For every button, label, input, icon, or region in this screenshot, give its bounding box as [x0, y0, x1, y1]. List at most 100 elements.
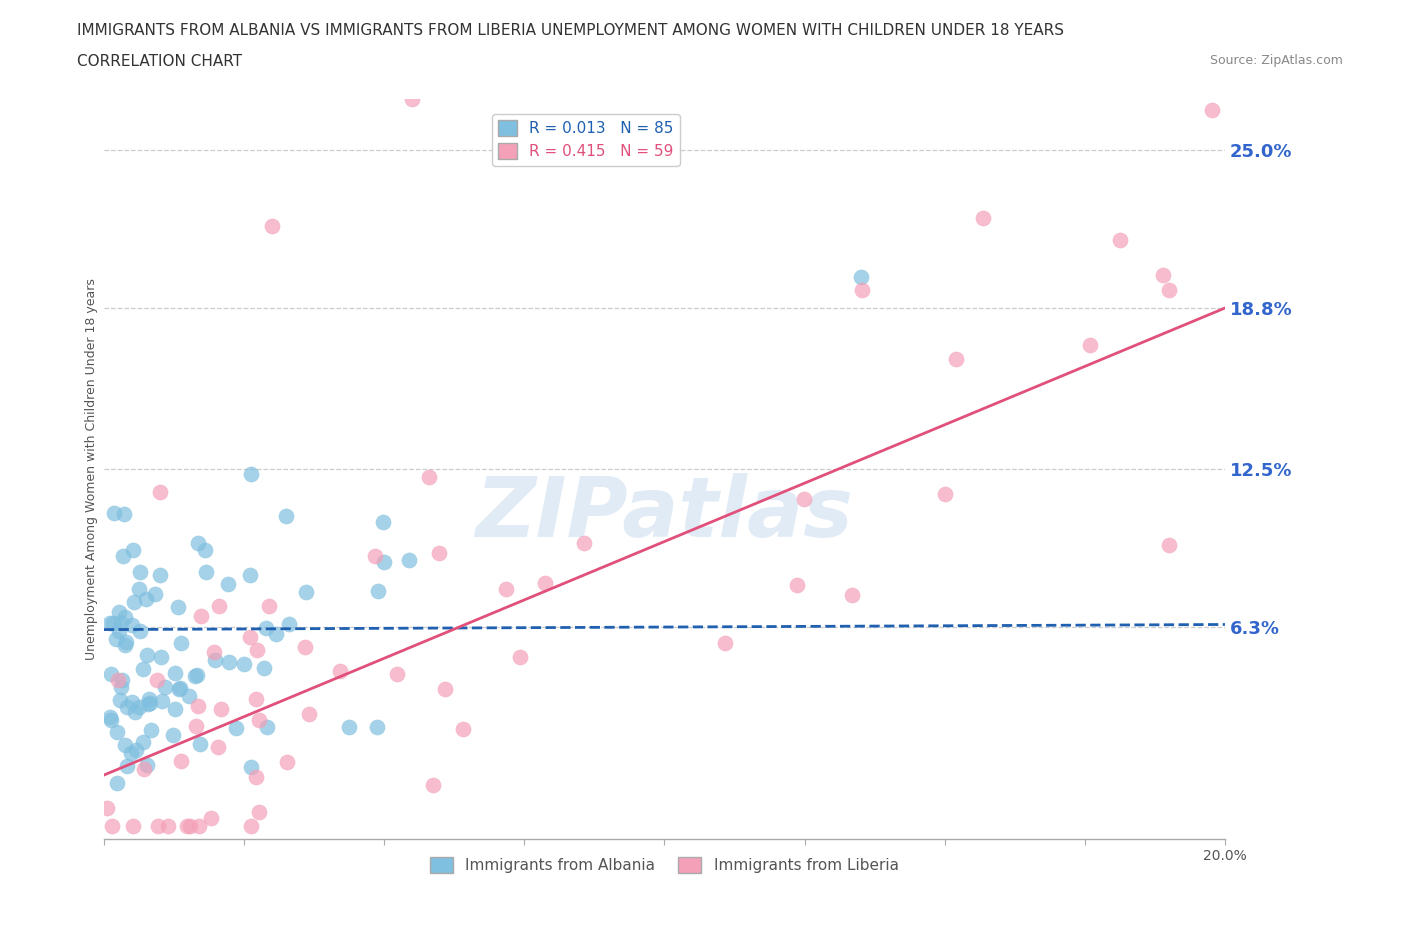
Point	[115, 699, 138, 714]
Point	[207, 739, 229, 754]
Point	[150, 650, 173, 665]
Point	[1108, 232, 1130, 247]
Point	[157, 818, 180, 833]
Point	[195, 565, 218, 579]
Point	[121, 818, 143, 833]
Point	[125, 743, 148, 758]
Point	[103, 506, 125, 521]
Point	[105, 776, 128, 790]
Point	[451, 722, 474, 737]
Point	[509, 649, 531, 664]
Point	[146, 818, 169, 833]
Point	[121, 618, 143, 633]
Point	[100, 667, 122, 682]
Point	[107, 624, 129, 639]
Point	[972, 211, 994, 226]
Point	[96, 801, 118, 816]
Point	[176, 818, 198, 833]
Point	[138, 692, 160, 707]
Point	[398, 552, 420, 567]
Point	[132, 662, 155, 677]
Point	[135, 591, 157, 606]
Point	[260, 219, 283, 233]
Point	[114, 637, 136, 652]
Point	[167, 600, 190, 615]
Point	[239, 567, 262, 582]
Text: Source: ZipAtlas.com: Source: ZipAtlas.com	[1209, 54, 1343, 67]
Point	[202, 644, 225, 659]
Point	[253, 660, 276, 675]
Point	[849, 270, 872, 285]
Point	[165, 665, 187, 680]
Point	[257, 598, 280, 613]
Legend: Immigrants from Albania, Immigrants from Liberia: Immigrants from Albania, Immigrants from…	[425, 851, 904, 880]
Point	[786, 578, 808, 592]
Text: ZIPatlas: ZIPatlas	[475, 472, 853, 553]
Point	[136, 648, 159, 663]
Point	[108, 693, 131, 708]
Point	[429, 546, 451, 561]
Point	[204, 653, 226, 668]
Point	[101, 818, 124, 833]
Point	[107, 672, 129, 687]
Text: IMMIGRANTS FROM ALBANIA VS IMMIGRANTS FROM LIBERIA UNEMPLOYMENT AMONG WOMEN WITH: IMMIGRANTS FROM ALBANIA VS IMMIGRANTS FR…	[77, 23, 1064, 38]
Point	[1201, 102, 1223, 117]
Point	[278, 617, 301, 631]
Point	[108, 604, 131, 619]
Point	[1157, 283, 1180, 298]
Point	[422, 777, 444, 792]
Point	[256, 720, 278, 735]
Point	[239, 467, 262, 482]
Point	[233, 657, 256, 671]
Point	[110, 616, 132, 631]
Point	[934, 487, 956, 502]
Point	[124, 704, 146, 719]
Point	[153, 679, 176, 694]
Point	[149, 567, 172, 582]
Point	[139, 723, 162, 737]
Point	[187, 818, 209, 833]
Point	[366, 720, 388, 735]
Point	[1157, 538, 1180, 552]
Point	[110, 680, 132, 695]
Point	[209, 701, 232, 716]
Point	[112, 507, 135, 522]
Point	[136, 697, 159, 711]
Point	[170, 753, 193, 768]
Point	[295, 585, 318, 600]
Point	[145, 587, 167, 602]
Point	[247, 804, 270, 819]
Point	[187, 536, 209, 551]
Point	[150, 694, 173, 709]
Point	[131, 734, 153, 749]
Y-axis label: Unemployment Among Women with Children Under 18 years: Unemployment Among Women with Children U…	[86, 278, 98, 659]
Point	[184, 719, 207, 734]
Point	[337, 720, 360, 735]
Point	[169, 681, 191, 696]
Point	[495, 582, 517, 597]
Point	[945, 352, 967, 366]
Point	[149, 485, 172, 499]
Point	[139, 696, 162, 711]
Point	[105, 631, 128, 646]
Point	[364, 549, 387, 564]
Point	[239, 630, 262, 644]
Point	[200, 811, 222, 826]
Point	[218, 655, 240, 670]
Point	[177, 688, 200, 703]
Point	[128, 582, 150, 597]
Point	[115, 759, 138, 774]
Point	[239, 818, 262, 833]
Point	[170, 636, 193, 651]
Point	[851, 283, 873, 298]
Point	[371, 514, 394, 529]
Point	[190, 609, 212, 624]
Point	[714, 635, 737, 650]
Point	[245, 769, 267, 784]
Point	[146, 673, 169, 688]
Point	[128, 699, 150, 714]
Point	[187, 698, 209, 713]
Point	[121, 543, 143, 558]
Point	[225, 721, 247, 736]
Point	[186, 668, 208, 683]
